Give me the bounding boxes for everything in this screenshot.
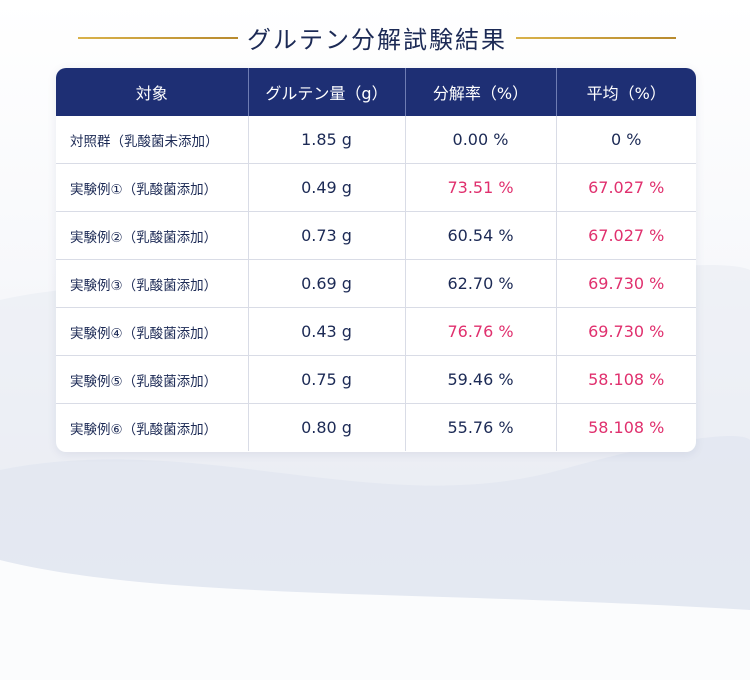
results-table: 対象 グルテン量（g） 分解率（%） 平均（%） 対照群（乳酸菌未添加） 1.8… [56, 68, 696, 451]
cell-rate: 62.70 % [404, 259, 556, 308]
header-average: 平均（%） [555, 68, 696, 116]
cell-gluten: 1.85 g [247, 116, 405, 164]
cell-average: 58.108 % [555, 403, 696, 451]
cell-rate: 0.00 % [404, 116, 556, 164]
cell-gluten: 0.73 g [247, 211, 405, 260]
table-row: 実験例⑥（乳酸菌添加） 0.80 g 55.76 % 58.108 % [56, 403, 696, 451]
header-decomposition-rate: 分解率（%） [404, 68, 556, 116]
title-row: グルテン分解試験結果 [0, 16, 750, 60]
cell-subject: 実験例⑥（乳酸菌添加） [56, 403, 248, 451]
cell-gluten: 0.80 g [247, 403, 405, 451]
cell-rate: 60.54 % [404, 211, 556, 260]
cell-rate: 73.51 % [404, 163, 556, 212]
header-gluten-amount: グルテン量（g） [247, 68, 405, 116]
title-decor-line-left [78, 37, 238, 39]
table-row: 実験例②（乳酸菌添加） 0.73 g 60.54 % 67.027 % [56, 211, 696, 260]
table-row: 実験例③（乳酸菌添加） 0.69 g 62.70 % 69.730 % [56, 259, 696, 308]
cell-gluten: 0.75 g [247, 355, 405, 404]
cell-rate: 59.46 % [404, 355, 556, 404]
cell-subject: 実験例⑤（乳酸菌添加） [56, 355, 248, 404]
title-decor-line-right [516, 37, 676, 39]
cell-gluten: 0.43 g [247, 307, 405, 356]
cell-average: 0 % [555, 116, 696, 164]
cell-subject: 実験例①（乳酸菌添加） [56, 163, 248, 212]
table-row: 対照群（乳酸菌未添加） 1.85 g 0.00 % 0 % [56, 116, 696, 164]
results-table-container: 対象 グルテン量（g） 分解率（%） 平均（%） 対照群（乳酸菌未添加） 1.8… [56, 68, 696, 452]
table-row: 実験例①（乳酸菌添加） 0.49 g 73.51 % 67.027 % [56, 163, 696, 212]
page-title: グルテン分解試験結果 [247, 26, 507, 54]
cell-average: 67.027 % [555, 163, 696, 212]
cell-average: 69.730 % [555, 307, 696, 356]
header-subject: 対象 [56, 68, 248, 116]
cell-average: 69.730 % [555, 259, 696, 308]
cell-average: 58.108 % [555, 355, 696, 404]
cell-subject: 実験例③（乳酸菌添加） [56, 259, 248, 308]
cell-rate: 76.76 % [404, 307, 556, 356]
cell-subject: 実験例④（乳酸菌添加） [56, 307, 248, 356]
cell-subject: 実験例②（乳酸菌添加） [56, 211, 248, 260]
cell-gluten: 0.49 g [247, 163, 405, 212]
cell-rate: 55.76 % [404, 403, 556, 451]
cell-subject: 対照群（乳酸菌未添加） [70, 133, 219, 150]
table-row: 実験例④（乳酸菌添加） 0.43 g 76.76 % 69.730 % [56, 307, 696, 356]
cell-gluten: 0.69 g [247, 259, 405, 308]
table-row: 実験例⑤（乳酸菌添加） 0.75 g 59.46 % 58.108 % [56, 355, 696, 404]
table-header-row: 対象 グルテン量（g） 分解率（%） 平均（%） [56, 68, 696, 116]
cell-average: 67.027 % [555, 211, 696, 260]
